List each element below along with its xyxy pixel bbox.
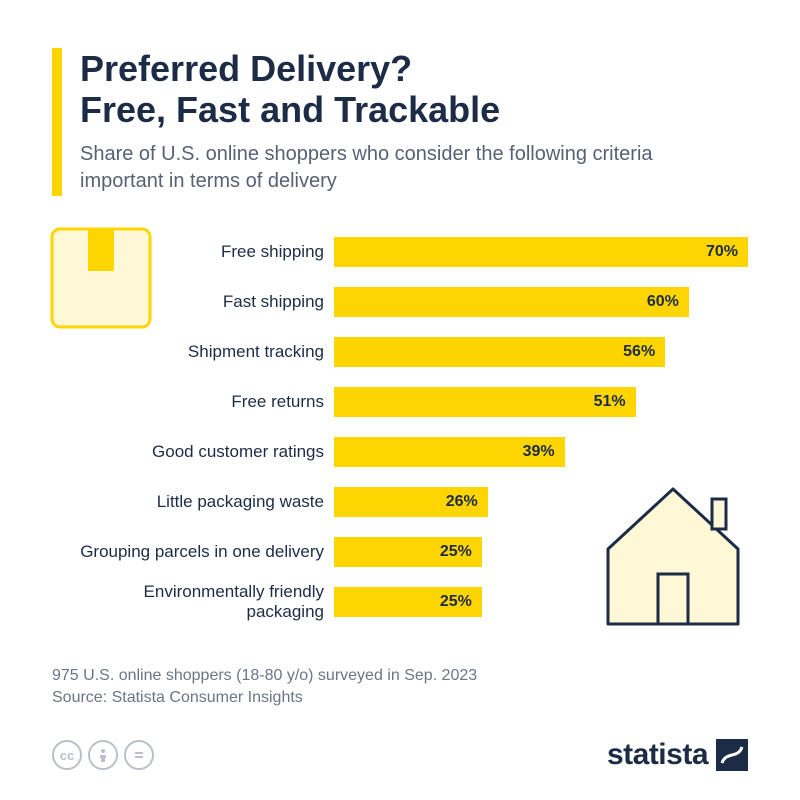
bar: 25% bbox=[334, 537, 482, 567]
footnote-line-1: 975 U.S. online shoppers (18-80 y/o) sur… bbox=[52, 665, 748, 687]
chart-row: Grouping parcels in one delivery 25% bbox=[64, 529, 748, 575]
bar-value: 51% bbox=[594, 393, 636, 411]
bar-value: 60% bbox=[647, 293, 689, 311]
cc-nd-icon bbox=[124, 740, 154, 770]
bar-wrap: 56% bbox=[334, 337, 748, 367]
cc-icons: cc bbox=[52, 740, 154, 770]
bar: 51% bbox=[334, 387, 636, 417]
footnote: 975 U.S. online shoppers (18-80 y/o) sur… bbox=[52, 665, 748, 710]
bar-label: Shipment tracking bbox=[64, 342, 334, 362]
bar-label: Little packaging waste bbox=[64, 492, 334, 512]
bar-label: Environmentally friendly packaging bbox=[64, 582, 334, 622]
bar-label: Free returns bbox=[64, 392, 334, 412]
bar-label: Good customer ratings bbox=[64, 442, 334, 462]
bar-wrap: 51% bbox=[334, 387, 748, 417]
bar-wrap: 26% bbox=[334, 487, 748, 517]
bar-value: 26% bbox=[446, 493, 488, 511]
bar-wrap: 60% bbox=[334, 287, 748, 317]
bar: 25% bbox=[334, 587, 482, 617]
footer: cc statista bbox=[52, 738, 748, 772]
accent-bar bbox=[52, 48, 62, 196]
bar: 39% bbox=[334, 437, 565, 467]
chart-row: Free shipping 70% bbox=[64, 229, 748, 275]
brand-text: statista bbox=[607, 738, 708, 772]
title-line-2: Free, Fast and Trackable bbox=[80, 89, 500, 130]
bar: 60% bbox=[334, 287, 689, 317]
chart-area: Free shipping 70% Fast shipping 60% Shipment… bbox=[52, 229, 748, 629]
chart-row: Fast shipping 60% bbox=[64, 279, 748, 325]
brand: statista bbox=[607, 738, 748, 772]
brand-logo-icon bbox=[716, 739, 748, 771]
cc-by-icon bbox=[88, 740, 118, 770]
chart-row: Shipment tracking 56% bbox=[64, 329, 748, 375]
page-subtitle: Share of U.S. online shoppers who consid… bbox=[80, 141, 700, 195]
bar-value: 25% bbox=[440, 593, 482, 611]
bar-label: Fast shipping bbox=[64, 292, 334, 312]
chart-rows: Free shipping 70% Fast shipping 60% Shipment… bbox=[64, 229, 748, 625]
page-title: Preferred Delivery? Free, Fast and Track… bbox=[80, 48, 748, 131]
bar: 26% bbox=[334, 487, 488, 517]
cc-icon: cc bbox=[52, 740, 82, 770]
bar-value: 56% bbox=[623, 343, 665, 361]
bar-label: Grouping parcels in one delivery bbox=[64, 542, 334, 562]
bar: 56% bbox=[334, 337, 665, 367]
infographic-page: Preferred Delivery? Free, Fast and Track… bbox=[0, 0, 800, 800]
bar-wrap: 25% bbox=[334, 587, 748, 617]
bar-wrap: 39% bbox=[334, 437, 748, 467]
title-line-1: Preferred Delivery? bbox=[80, 48, 412, 89]
bar-wrap: 70% bbox=[334, 237, 748, 267]
bar-value: 25% bbox=[440, 543, 482, 561]
bar-label: Free shipping bbox=[64, 242, 334, 262]
bar-wrap: 25% bbox=[334, 537, 748, 567]
chart-row: Little packaging waste 26% bbox=[64, 479, 748, 525]
bar-value: 70% bbox=[706, 243, 748, 261]
chart-row: Good customer ratings 39% bbox=[64, 429, 748, 475]
bar: 70% bbox=[334, 237, 748, 267]
bar-value: 39% bbox=[523, 443, 565, 461]
footnote-line-2: Source: Statista Consumer Insights bbox=[52, 687, 748, 709]
chart-row: Free returns 51% bbox=[64, 379, 748, 425]
chart-row: Environmentally friendly packaging 25% bbox=[64, 579, 748, 625]
